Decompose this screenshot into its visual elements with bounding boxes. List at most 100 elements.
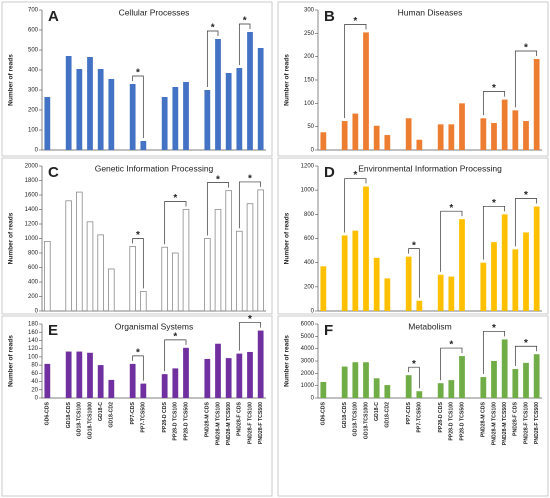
- significance-bracket: [206, 182, 230, 236]
- panel-frame: [1, 315, 273, 497]
- bar: [140, 141, 147, 150]
- bar: [373, 257, 380, 311]
- y-tick-label: 400: [304, 260, 315, 266]
- y-tick-label: 300: [28, 88, 39, 94]
- bar: [437, 383, 444, 398]
- bar: [87, 352, 93, 398]
- significance-star: *: [216, 174, 220, 185]
- x-tick-label: PP7-TCS500: [417, 402, 423, 433]
- x-tick-label: PP28-D CDS: [162, 401, 168, 432]
- significance-star: *: [524, 190, 528, 201]
- bar: [225, 358, 232, 398]
- bar: [384, 385, 391, 398]
- bar: [523, 362, 529, 398]
- bar: [108, 79, 115, 150]
- bar: [204, 238, 211, 312]
- y-tick-label: 0: [311, 396, 315, 402]
- bar: [140, 291, 147, 312]
- bar: [44, 240, 51, 312]
- bar: [437, 124, 444, 150]
- y-tick-label: 250: [304, 31, 315, 37]
- significance-bracket: [482, 205, 506, 260]
- x-tick-label: PP28-D CDS: [438, 401, 444, 432]
- y-tick-label: 6000: [301, 322, 315, 328]
- panel-letter: D: [324, 164, 335, 181]
- x-tick-label: GD18-TCS1000: [363, 402, 369, 439]
- significance-star: *: [173, 331, 177, 342]
- panel-letter: B: [324, 8, 335, 25]
- significance-star: *: [353, 170, 357, 181]
- x-tick-label: PND28-M TCS500: [226, 402, 232, 445]
- panel-frame: [1, 1, 273, 157]
- bar: [97, 69, 104, 150]
- bar: [65, 56, 72, 150]
- significance-bracket: [132, 238, 144, 289]
- x-tick-label: PND28-F TCS100: [247, 402, 253, 444]
- x-tick-label: PP28-D TCS100: [449, 402, 455, 441]
- y-tick-label: 140: [28, 338, 39, 344]
- bar: [416, 391, 423, 398]
- y-tick-label: 200: [304, 54, 315, 60]
- bar: [215, 343, 221, 398]
- bar: [182, 209, 190, 312]
- significance-bracket: [482, 331, 506, 375]
- x-tick-label: PND28-M TCS100: [215, 402, 221, 445]
- x-tick-label: GD18-TCS100: [353, 402, 359, 436]
- significance-star: *: [449, 340, 453, 351]
- y-tick-label: 1200: [301, 164, 315, 170]
- bar: [491, 122, 497, 150]
- bar: [161, 374, 168, 398]
- bar: [172, 368, 179, 398]
- bar: [204, 90, 211, 150]
- y-tick-label: 3000: [301, 359, 315, 365]
- bar: [87, 57, 93, 150]
- significance-bracket: [132, 75, 144, 138]
- bar: [161, 97, 168, 150]
- significance-bracket: [238, 23, 251, 65]
- bar: [363, 186, 369, 311]
- bar: [405, 256, 412, 311]
- bar: [44, 363, 51, 398]
- x-tick-label: PND28-F CDS: [513, 401, 519, 436]
- significance-bracket: [514, 198, 538, 247]
- significance-bracket: [408, 248, 420, 298]
- y-tick-label: 1000: [25, 236, 39, 242]
- x-tick-label: GD18-TCS100: [77, 402, 83, 436]
- bar: [341, 121, 348, 150]
- x-tick-label: GD18-TCS1000: [87, 402, 93, 439]
- bar: [523, 232, 529, 311]
- significance-star: *: [449, 203, 453, 214]
- bar: [129, 84, 136, 150]
- bar: [501, 214, 508, 311]
- y-axis-label: Number of reads: [284, 335, 291, 387]
- significance-bracket: [344, 24, 367, 119]
- bar: [480, 377, 487, 398]
- significance-bracket: [408, 366, 420, 389]
- x-tick-label: PND28-F CDS: [237, 401, 243, 436]
- bar: [214, 209, 222, 312]
- y-axis-label: Number of reads: [8, 212, 15, 264]
- y-tick-label: 0: [311, 148, 315, 154]
- significance-bracket: [514, 345, 538, 367]
- x-tick-label: GD18-CDS: [342, 401, 348, 428]
- x-tick-label: PP28-D TCS500: [459, 402, 465, 441]
- y-tick-label: 200: [28, 294, 39, 300]
- panel-title: Human Diseases: [398, 7, 463, 17]
- significance-star: *: [492, 323, 496, 334]
- significance-star: *: [136, 348, 140, 359]
- bar: [459, 103, 465, 150]
- bar: [108, 379, 115, 398]
- x-tick-label: GD18-C: [98, 402, 104, 421]
- panel-title: Organismal Systems: [115, 321, 193, 331]
- significance-star: *: [136, 230, 140, 241]
- x-tick-label: GD6-CDS: [45, 401, 51, 425]
- x-tick-label: GD18-CD2: [109, 402, 115, 428]
- y-tick-label: 180: [28, 322, 39, 328]
- x-tick-label: PND28-F TCS500: [534, 402, 540, 444]
- bar: [257, 189, 264, 312]
- bar: [501, 99, 508, 150]
- x-tick-label: PP7-TCS500: [141, 402, 147, 433]
- x-tick-label: PND28-M TCS100: [491, 402, 497, 445]
- y-tick-label: 150: [304, 78, 315, 84]
